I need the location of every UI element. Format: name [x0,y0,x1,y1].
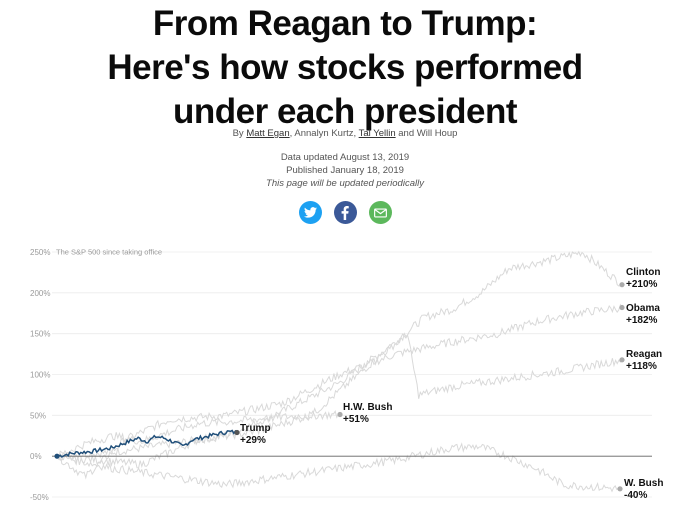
series-line-trump [56,429,238,458]
title-line: Here's how stocks performed [107,48,583,87]
email-share-button[interactable] [368,201,392,224]
update-note: This page will be updated periodically [266,178,424,189]
series-name-label: H.W. Bush [343,402,392,413]
y-tick-label: 150% [30,330,50,339]
y-tick-label: 50% [30,411,46,420]
series-end-marker [619,304,625,311]
series-foreground [56,429,238,458]
series-line-clinton [56,250,623,461]
author-link-matt-egan[interactable]: Matt Egan [246,128,290,139]
series-line-reagan [56,333,623,469]
twitter-share-button[interactable] [298,201,322,224]
title-line: From Reagan to Trump: [152,4,538,43]
share-bar [0,201,690,224]
series-change-label: +210% [626,279,658,290]
y-tick-label: -50% [30,493,49,502]
sp500-chart: 250% 200% 150% 100% 50% 0% -50% The S&P 500 si… [30,248,663,503]
y-tick-label: 100% [30,371,50,380]
series-name-label: Trump [240,423,271,434]
facebook-icon [341,205,349,220]
series-line-obama [56,303,623,480]
byline: By Matt Egan, Annalyn Kurtz, Tal Yellin … [0,128,690,139]
published-text: Published January 18, 2019 [286,165,404,176]
byline-suffix: and Will Houp [395,128,458,139]
y-tick-label: 200% [30,289,50,298]
y-tick-label: 0% [30,452,42,461]
series-start-marker [54,453,60,459]
series-background [56,250,623,493]
series-change-label: -40% [624,490,647,501]
byline-prefix: By [232,128,247,139]
y-tick-label: 250% [30,248,50,257]
series-name-label: Obama [626,303,660,314]
series-labels: Trump+29% Clinton+210% Obama+182% Reagan+11… [54,267,663,501]
series-end-marker [617,486,623,492]
data-updated-text: Data updated August 13, 2019 [280,152,410,163]
series-name-label: W. Bush [624,478,663,489]
series-change-label: +29% [240,435,266,446]
facebook-share-button[interactable] [333,201,357,224]
series-name-label: Reagan [626,349,662,360]
series-change-label: +118% [626,361,657,372]
series-change-label: +51% [343,414,369,425]
series-line-h-w-bush [56,409,341,460]
email-icon [373,208,387,217]
series-change-label: +182% [626,315,658,326]
chart-subtitle: The S&P 500 since taking office [56,248,162,257]
series-name-label: Clinton [626,267,660,278]
series-end-marker [619,357,625,363]
series-end-marker [337,411,343,418]
page-title: From Reagan to Trump: Here's how stocks … [0,2,690,134]
series-end-marker [234,429,240,436]
author-link-tal-yellin[interactable]: Tal Yellin [358,128,396,139]
series-line-w-bush [56,442,621,493]
series-end-marker [619,282,625,288]
title-line: under each president [173,92,517,131]
twitter-icon [303,207,317,218]
byline-sep: , Annalyn Kurtz, [289,128,359,139]
